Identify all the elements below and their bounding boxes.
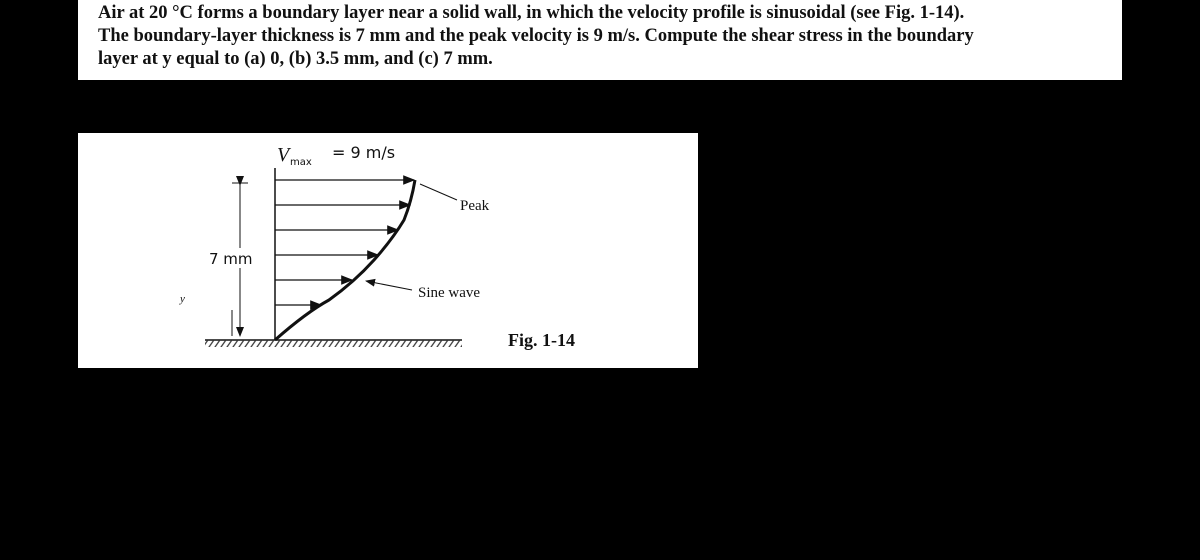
thickness-label: 7 mm — [209, 250, 253, 268]
wall — [205, 339, 462, 347]
problem-text: Air at 20 °C forms a boundary layer near… — [78, 0, 1122, 80]
peak-leader — [419, 183, 458, 201]
problem-line: layer at y equal to (a) 0, (b) 3.5 mm, a… — [98, 49, 493, 69]
vmax-value: = 9 m/s — [332, 143, 395, 162]
axis-label: y — [179, 293, 185, 305]
figure: V max = 9 m/s Peak 7 mm Sine wave y Fig.… — [78, 133, 698, 368]
peak-label: Peak — [460, 198, 490, 214]
profile-curve — [274, 179, 417, 342]
vmax-symbol: V — [277, 144, 292, 166]
velocity-arrows — [275, 175, 416, 310]
problem-line: Air at 20 °C forms a boundary layer near… — [98, 3, 965, 23]
problem-line: The boundary-layer thickness is 7 mm and… — [98, 26, 974, 46]
sine-leader — [365, 278, 413, 291]
sine-label: Sine wave — [418, 285, 480, 301]
dimension — [231, 176, 248, 337]
vmax-subscript: max — [290, 157, 312, 168]
caption: Fig. 1-14 — [508, 330, 575, 350]
